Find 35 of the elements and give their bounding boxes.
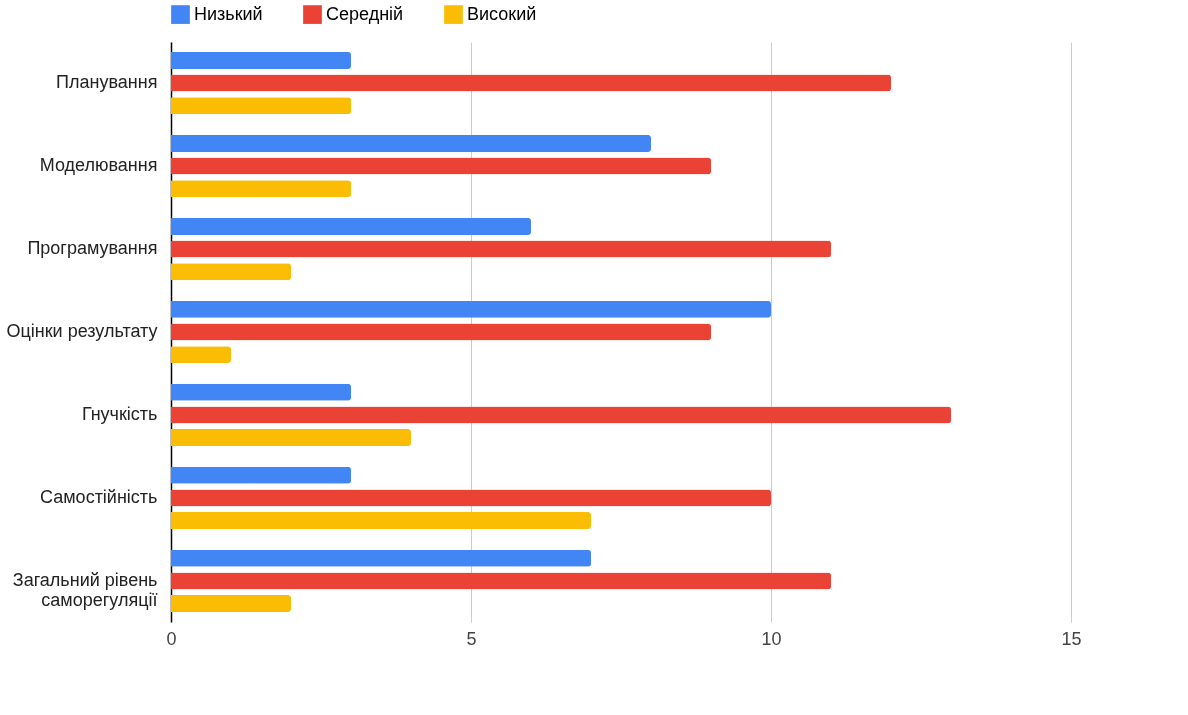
y-tick-label: Оцінки результату — [6, 321, 158, 341]
x-tick-label: 10 — [761, 628, 782, 649]
bar — [171, 300, 771, 318]
x-tick-label: 15 — [1061, 628, 1082, 649]
bar — [171, 180, 351, 198]
bar — [171, 217, 531, 235]
y-tick-label: Програмування — [27, 238, 158, 259]
y-tick-label: Загальний рівень саморегуляції — [12, 569, 158, 610]
x-tick-label: 0 — [166, 628, 177, 649]
bar — [171, 489, 771, 507]
bar — [171, 383, 351, 401]
bar — [171, 51, 351, 69]
bar — [171, 323, 711, 341]
bar — [171, 512, 591, 530]
bar — [171, 406, 951, 424]
legend-label: Високий — [467, 3, 537, 24]
bar — [171, 263, 291, 281]
bar — [171, 74, 891, 92]
bar — [171, 595, 291, 613]
legend-label: Низький — [194, 3, 263, 24]
bar — [171, 97, 351, 115]
y-tick-label: Гнучкість — [81, 403, 158, 424]
bar — [171, 240, 831, 258]
bar — [171, 429, 411, 447]
bar — [171, 466, 351, 484]
legend-label: Середній — [326, 3, 404, 24]
bar — [171, 572, 831, 590]
x-tick-label: 5 — [466, 628, 477, 649]
bar — [171, 134, 651, 152]
bar — [171, 549, 591, 567]
bar — [171, 346, 231, 364]
y-tick-label: Самостійність — [40, 486, 158, 507]
y-tick-label: Планування — [56, 72, 158, 93]
bar — [171, 157, 711, 175]
y-tick-label: Моделювання — [39, 155, 158, 176]
